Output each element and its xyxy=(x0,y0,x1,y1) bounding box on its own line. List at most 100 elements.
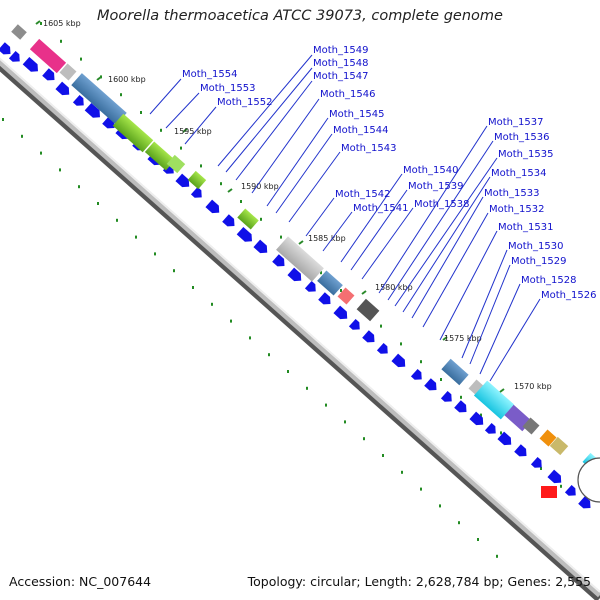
position-label-1570: 1570 kbp xyxy=(514,382,552,391)
gc-dot xyxy=(135,235,137,239)
gc-dot xyxy=(160,128,162,132)
gene-label-moth-1533[interactable]: Moth_1533 xyxy=(484,188,539,199)
gene-label-moth-1553[interactable]: Moth_1553 xyxy=(200,83,255,94)
gc-dot xyxy=(344,420,346,424)
gc-dot xyxy=(306,386,308,390)
gc-dot xyxy=(325,403,327,407)
gc-dot xyxy=(230,319,232,323)
gene-label-moth-1526[interactable]: Moth_1526 xyxy=(541,290,596,301)
position-label-1575: 1575 kbp xyxy=(444,334,482,343)
track-edge-marker xyxy=(577,457,600,503)
gc-dot xyxy=(460,395,462,399)
gene-label-moth-1545[interactable]: Moth_1545 xyxy=(329,109,384,120)
accession-text: Accession: NC_007644 xyxy=(9,574,152,589)
gc-dot xyxy=(320,271,322,275)
gene-label-moth-1543[interactable]: Moth_1543 xyxy=(341,143,396,154)
cds-arrow xyxy=(304,280,316,292)
gc-dot xyxy=(120,93,122,97)
gc-dot xyxy=(268,353,270,357)
gc-dot xyxy=(180,146,182,150)
gene-label-moth-1538[interactable]: Moth_1538 xyxy=(414,199,469,210)
cds-arrow xyxy=(362,330,375,343)
gc-dot xyxy=(249,336,251,340)
gc-dot xyxy=(173,269,175,273)
gene-label-moth-1542[interactable]: Moth_1542 xyxy=(335,189,390,200)
gene-label-moth-1531[interactable]: Moth_1531 xyxy=(498,222,553,233)
gc-dot xyxy=(240,200,242,203)
gc-dot xyxy=(477,538,479,541)
gc-dot xyxy=(78,185,80,189)
cds-arrow xyxy=(287,267,302,282)
gc-dot xyxy=(97,202,99,205)
cds-arrow xyxy=(318,292,331,305)
cds-arrow xyxy=(236,226,252,242)
gc-dot xyxy=(40,22,42,25)
position-ticks xyxy=(35,20,505,393)
gc-dot xyxy=(59,168,61,172)
gene-label-moth-1549[interactable]: Moth_1549 xyxy=(313,45,368,56)
gc-dot xyxy=(380,324,382,328)
gene-label-moth-1534[interactable]: Moth_1534 xyxy=(491,168,546,179)
cds-arrow xyxy=(272,254,285,267)
cds-arrow xyxy=(578,496,591,509)
cds-arrow xyxy=(547,469,562,484)
gc-dot xyxy=(458,521,460,525)
cds-arrow xyxy=(190,186,202,198)
cds-arrow xyxy=(454,400,467,413)
cds-arrow xyxy=(469,411,484,426)
cds-arrow xyxy=(55,81,70,96)
gc-dot xyxy=(382,454,384,457)
position-label-1590: 1590 kbp xyxy=(241,182,279,191)
gene-label-moth-1536[interactable]: Moth_1536 xyxy=(494,132,549,143)
gene-label-moth-1528[interactable]: Moth_1528 xyxy=(521,275,576,286)
gc-dot xyxy=(200,164,202,168)
gc-dot xyxy=(287,370,289,373)
cds-arrow xyxy=(253,239,268,254)
cds-arrow xyxy=(8,50,20,62)
gene-label-moth-1540[interactable]: Moth_1540 xyxy=(403,165,458,176)
gene-label-moth-1547[interactable]: Moth_1547 xyxy=(313,71,368,82)
genome-backbone xyxy=(0,57,600,600)
gc-dot xyxy=(540,467,542,470)
gc-dot xyxy=(280,235,282,239)
cds-arrow xyxy=(410,368,422,380)
gc-dot xyxy=(220,182,222,186)
gene-label-moth-1554[interactable]: Moth_1554 xyxy=(182,69,237,80)
gene-label-moth-1529[interactable]: Moth_1529 xyxy=(511,256,566,267)
gc-dot xyxy=(401,470,403,474)
gc-dot xyxy=(440,378,442,381)
gc-dot xyxy=(560,484,562,488)
position-label-1595: 1595 kbp xyxy=(174,127,212,136)
position-label-1600: 1600 kbp xyxy=(108,75,146,84)
gc-dot xyxy=(116,218,118,222)
gc-dot xyxy=(140,111,142,114)
cds-arrow xyxy=(497,431,512,446)
gc-dot xyxy=(60,39,62,43)
gene-label-moth-1548[interactable]: Moth_1548 xyxy=(313,58,368,69)
gc-dot xyxy=(21,134,23,138)
cds-arrow xyxy=(391,353,406,368)
gc-dot xyxy=(480,413,482,417)
cds-arrow xyxy=(72,94,84,106)
cds-arrow xyxy=(222,214,235,227)
gc-dot xyxy=(2,118,4,121)
gene-label-moth-1530[interactable]: Moth_1530 xyxy=(508,241,563,252)
gene-label-moth-1535[interactable]: Moth_1535 xyxy=(498,149,553,160)
gene-label-moth-1539[interactable]: Moth_1539 xyxy=(408,181,463,192)
cds-arrow xyxy=(424,378,437,391)
gene-label-moth-1544[interactable]: Moth_1544 xyxy=(333,125,388,136)
gene-label-moth-1546[interactable]: Moth_1546 xyxy=(320,89,375,100)
gene-label-moth-1537[interactable]: Moth_1537 xyxy=(488,117,543,128)
genome-stats-text: Topology: circular; Length: 2,628,784 bp… xyxy=(247,574,591,589)
gc-dot xyxy=(400,342,402,346)
gc-dot xyxy=(260,217,262,221)
gc-skew-track xyxy=(2,22,582,558)
cds-arrow xyxy=(376,342,388,354)
gene-label-moth-1532[interactable]: Moth_1532 xyxy=(489,204,544,215)
gene-label-moth-1552[interactable]: Moth_1552 xyxy=(217,97,272,108)
cds-arrow xyxy=(440,390,452,402)
gene-label-moth-1541[interactable]: Moth_1541 xyxy=(353,203,408,214)
gc-dot xyxy=(420,487,422,491)
gc-dot xyxy=(496,554,498,558)
